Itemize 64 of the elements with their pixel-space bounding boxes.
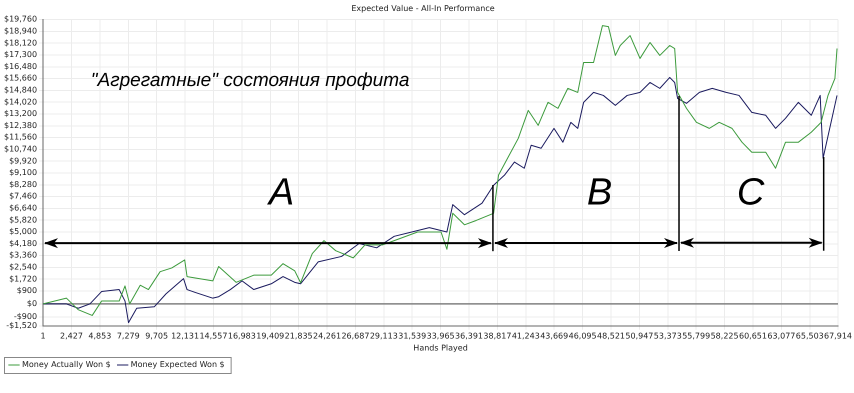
x-tick-label: 53,373: [654, 332, 682, 341]
x-tick-label: 65,503: [796, 332, 824, 341]
y-tick-label: $7,460: [9, 192, 38, 201]
x-tick-label: 4,853: [88, 332, 112, 341]
y-tick-label: $5,820: [9, 215, 38, 224]
legend-label: Money Actually Won $: [22, 360, 111, 370]
y-tick-label: $10,740: [4, 144, 38, 154]
y-tick-label: -$1,520: [6, 320, 38, 330]
y-tick-label: $9,100: [9, 168, 38, 178]
x-tick-label: 67,914: [824, 332, 852, 341]
x-tick-label: 12,131: [171, 332, 200, 341]
annotation: "Агрегатные" состояния профита: [90, 70, 410, 92]
x-tick-label: 21,835: [284, 332, 313, 341]
x-tick-label: 33,965: [426, 332, 455, 341]
x-tick-label: 50,947: [625, 332, 654, 341]
y-tick-label: $8,280: [9, 180, 38, 189]
x-tick-label: 7,279: [116, 332, 140, 341]
x-axis-title: Hands Played: [413, 343, 468, 352]
x-tick-label: 29,113: [370, 332, 398, 341]
y-tick-label: $900: [16, 286, 38, 296]
annotation: B: [586, 172, 612, 214]
x-tick-label: 19,409: [256, 332, 284, 341]
y-tick-label: $13,200: [4, 109, 38, 118]
y-tick-label: $4,180: [9, 238, 38, 248]
x-tick-label: 60,651: [738, 332, 767, 341]
annotation: C: [736, 172, 765, 214]
legend-label: Money Expected Won $: [130, 360, 225, 370]
x-tick-label: 14,557: [199, 332, 228, 341]
x-tick-label: 9,705: [145, 332, 168, 341]
y-tick-label: $6,640: [9, 203, 38, 212]
x-tick-label: 24,261: [313, 332, 342, 341]
x-tick-label: 36,391: [455, 332, 484, 341]
x-tick-label: 2,427: [60, 332, 83, 341]
x-tick-label: 48,521: [597, 332, 626, 341]
annotation: A: [266, 172, 294, 214]
x-tick-label: 26,687: [341, 332, 370, 341]
y-tick-label: $18,940: [4, 26, 38, 36]
x-tick-label: 1: [40, 332, 46, 341]
y-tick-label: -$900: [14, 312, 38, 321]
y-tick-label: $3,360: [9, 250, 38, 260]
y-tick-label: $17,300: [4, 50, 38, 60]
y-tick-label: $11,560: [4, 132, 38, 142]
x-tick-label: 16,983: [228, 332, 256, 341]
y-tick-label: $0: [26, 299, 38, 308]
x-tick-label: 31,539: [398, 332, 426, 341]
x-tick-label: 58,225: [710, 332, 739, 341]
x-tick-label: 41,243: [512, 332, 540, 341]
y-tick-label: $14,840: [4, 85, 38, 94]
chart-title: Expected Value - All-In Performance: [351, 4, 495, 13]
y-tick-label: $16,480: [4, 62, 38, 71]
x-tick-label: 63,077: [767, 332, 796, 341]
x-tick-label: 55,799: [682, 332, 710, 341]
y-tick-label: $5,000: [9, 227, 38, 236]
x-tick-label: 38,817: [483, 332, 512, 341]
y-tick-label: $2,540: [9, 262, 38, 272]
y-tick-label: $14,020: [4, 97, 38, 106]
y-tick-label: $19,760: [4, 14, 38, 24]
y-tick-label: $15,660: [4, 74, 38, 83]
x-tick-label: 46,095: [568, 332, 597, 341]
y-tick-label: $18,120: [4, 38, 38, 48]
y-tick-label: $12,380: [4, 120, 38, 130]
y-tick-label: $1,720: [9, 274, 38, 284]
y-tick-label: $9,920: [9, 156, 38, 166]
x-tick-label: 43,669: [540, 332, 568, 341]
